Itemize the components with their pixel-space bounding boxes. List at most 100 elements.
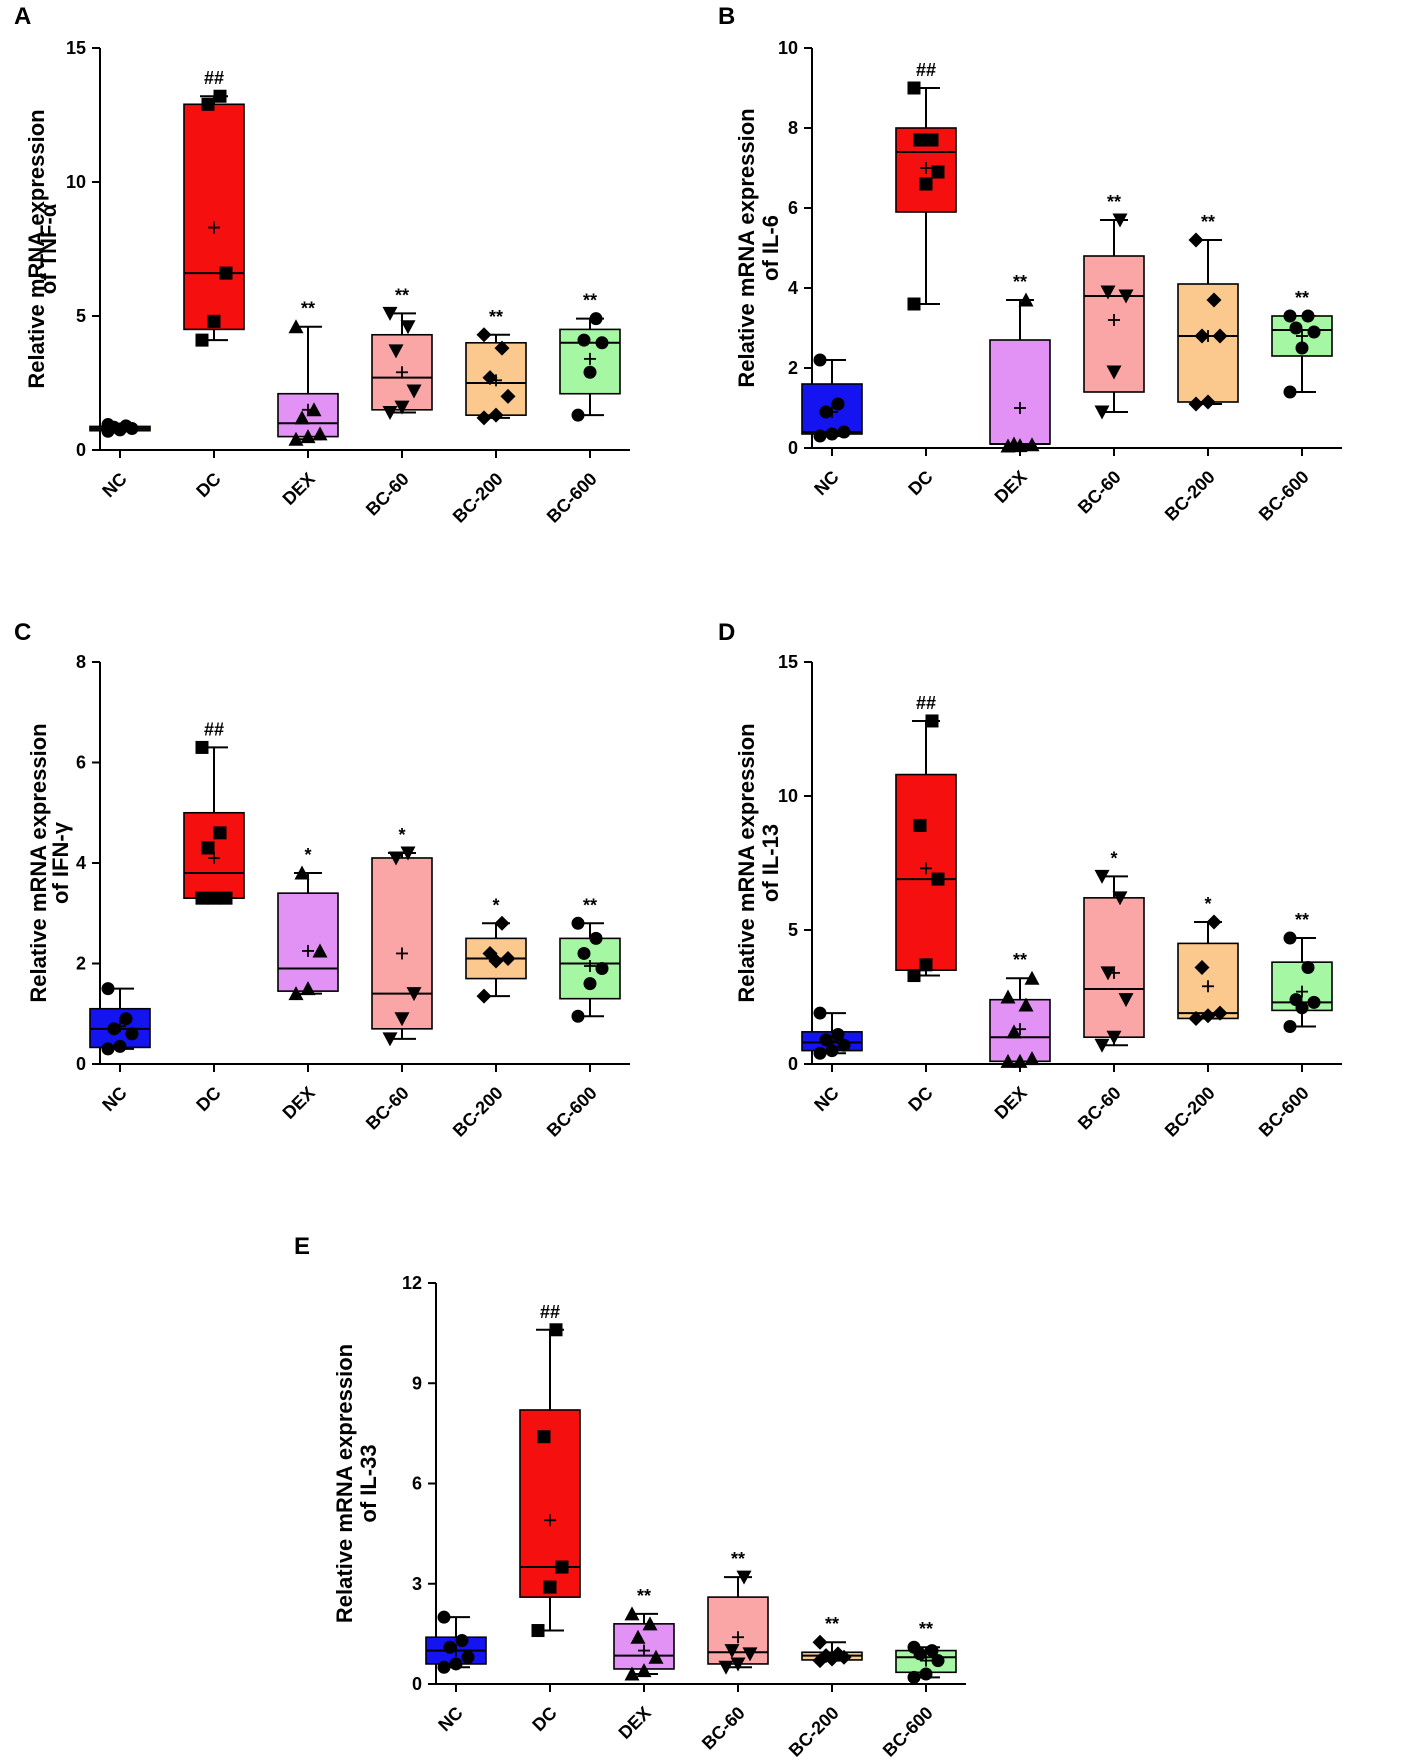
box-dex	[989, 339, 1051, 445]
data-point	[1000, 989, 1016, 1004]
data-point	[1100, 285, 1116, 300]
box-bc-60	[707, 1596, 769, 1665]
x-tick-label: BC-600	[1255, 1083, 1313, 1141]
box-bc-200	[1177, 283, 1239, 403]
box-bc-60	[371, 857, 433, 1030]
x-tick-label: BC-60	[698, 1703, 749, 1754]
panel-D: D Relative mRNA expression of IL-13 0 5 10 15 N…	[718, 619, 1342, 1141]
panel-label: D	[718, 619, 735, 646]
data-point	[907, 1670, 921, 1684]
y-tick-label: 10	[778, 38, 798, 58]
data-point	[831, 1028, 845, 1042]
data-point	[288, 319, 304, 334]
x-tick-label: DEX	[279, 469, 319, 509]
data-point	[583, 977, 597, 991]
significance-label: **	[1295, 288, 1309, 308]
data-point	[1106, 1030, 1122, 1045]
data-point	[207, 891, 221, 905]
x-tick-label: DC	[192, 469, 225, 502]
data-point	[1024, 437, 1040, 452]
data-point	[555, 1560, 569, 1574]
data-point	[1283, 385, 1297, 399]
data-point	[388, 344, 404, 359]
data-point	[382, 1032, 398, 1047]
significance-label: *	[1204, 894, 1211, 914]
data-point	[294, 865, 310, 880]
x-tick-label: BC-200	[1161, 467, 1219, 525]
data-point	[201, 97, 215, 111]
x-tick-label: BC-600	[543, 469, 601, 527]
data-point	[583, 365, 597, 379]
data-point	[394, 1012, 410, 1027]
data-point	[837, 425, 851, 439]
data-point	[1289, 321, 1303, 335]
y-tick-label: 2	[788, 358, 798, 378]
data-point	[837, 1038, 851, 1052]
x-tick-label: NC	[98, 469, 131, 502]
data-point	[488, 407, 504, 423]
significance-label: **	[395, 285, 409, 305]
panel-E: E Relative mRNA expression of IL-33 0 3 6 9 12 N…	[294, 1233, 966, 1761]
y-axis-label: Relative mRNA expression	[332, 1344, 357, 1623]
data-point	[931, 1654, 945, 1668]
y-tick-label: 6	[412, 1474, 422, 1494]
x-tick-label: BC-600	[543, 1083, 601, 1141]
significance-label: *	[304, 845, 311, 865]
data-point	[1212, 1005, 1228, 1021]
data-point	[571, 916, 585, 930]
data-point	[925, 1644, 939, 1658]
y-tick-label: 9	[412, 1373, 422, 1393]
x-tick-label: BC-60	[1074, 467, 1125, 518]
y-axis-label: Relative mRNA expression	[734, 108, 759, 387]
data-point	[213, 89, 227, 103]
data-point	[494, 340, 510, 356]
data-point	[1094, 405, 1110, 420]
significance-label: ##	[204, 719, 224, 739]
data-point	[443, 1640, 457, 1654]
significance-label: **	[731, 1549, 745, 1569]
data-point	[1200, 394, 1216, 410]
data-point	[312, 943, 328, 958]
data-point	[642, 1616, 658, 1631]
data-point	[931, 872, 945, 886]
data-point	[1283, 309, 1297, 323]
data-point	[907, 81, 921, 95]
y-axis-label: Relative mRNA expression	[24, 109, 49, 388]
data-point	[907, 297, 921, 311]
data-point	[595, 962, 609, 976]
data-point	[907, 969, 921, 983]
data-point	[195, 333, 209, 347]
data-point	[1188, 232, 1204, 248]
y-tick-label: 5	[788, 920, 798, 940]
y-tick-label: 0	[412, 1674, 422, 1694]
data-point	[382, 306, 398, 321]
data-point	[101, 418, 115, 432]
data-point	[736, 1570, 752, 1585]
data-point	[394, 400, 410, 415]
y-tick-label: 15	[778, 652, 798, 672]
data-point	[630, 1629, 646, 1644]
x-tick-label: BC-600	[879, 1703, 937, 1761]
data-point	[449, 1657, 463, 1671]
data-point	[1018, 292, 1034, 307]
significance-label: ##	[204, 68, 224, 88]
x-tick-label: NC	[810, 467, 843, 500]
significance-label: **	[1013, 272, 1027, 292]
y-tick-label: 0	[76, 440, 86, 460]
y-axis-label: of IL-33	[356, 1444, 381, 1522]
data-point	[1301, 309, 1315, 323]
data-point	[543, 1580, 557, 1594]
data-point	[500, 388, 516, 404]
significance-label: *	[492, 895, 499, 915]
data-point	[813, 353, 827, 367]
x-tick-label: BC-600	[1255, 467, 1313, 525]
x-tick-label: DEX	[279, 1083, 319, 1123]
x-tick-label: DC	[192, 1083, 225, 1116]
significance-label: **	[637, 1586, 651, 1606]
data-point	[1024, 1051, 1040, 1066]
y-axis-label: of TNF-α	[36, 203, 61, 294]
significance-label: **	[583, 895, 597, 915]
data-point	[830, 1646, 846, 1662]
data-point	[1200, 1008, 1216, 1024]
